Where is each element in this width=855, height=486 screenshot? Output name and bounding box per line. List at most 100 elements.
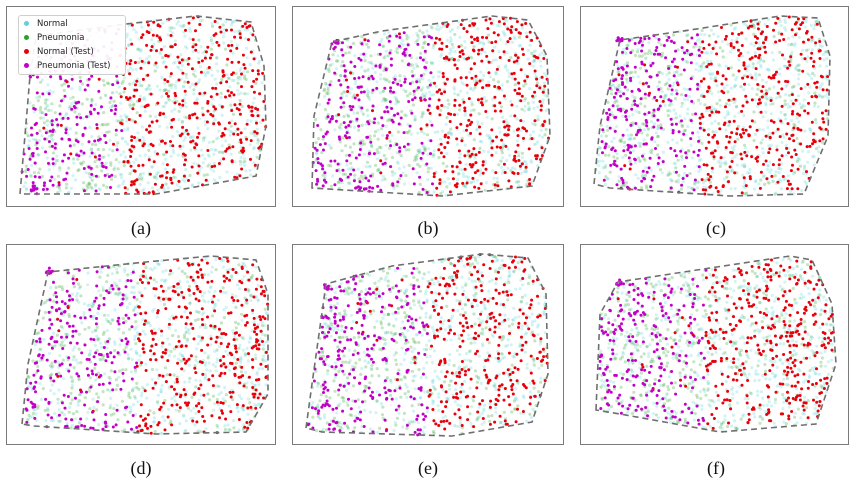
point-normal <box>775 96 779 100</box>
point-normal <box>747 64 751 68</box>
point-normal <box>622 47 626 52</box>
point-pneumonia <box>783 102 787 107</box>
point-normal <box>246 397 251 401</box>
point-normal <box>137 37 141 41</box>
point-normal <box>246 28 250 32</box>
point-pneumonia-test <box>94 174 98 178</box>
point-pneumonia-test <box>364 187 368 191</box>
point-normal-test <box>453 113 456 117</box>
point-pneumonia <box>382 56 386 60</box>
point-normal <box>787 105 791 109</box>
point-normal <box>171 134 175 139</box>
point-pneumonia-test <box>656 162 660 165</box>
point-normal <box>449 131 453 135</box>
point-normal <box>719 189 723 193</box>
point-normal <box>327 143 331 147</box>
point-normal <box>379 40 383 44</box>
point-normal <box>176 153 180 157</box>
point-pneumonia-test <box>412 182 416 186</box>
point-normal <box>245 346 249 350</box>
point-pneumonia <box>520 107 524 111</box>
point-normal <box>726 110 730 114</box>
point-pneumonia-test <box>357 98 361 102</box>
point-normal <box>45 105 49 109</box>
point-normal <box>426 152 430 157</box>
point-normal-test <box>225 28 228 32</box>
point-pneumonia-test <box>669 117 673 121</box>
point-normal <box>178 24 183 28</box>
point-normal <box>239 361 243 365</box>
point-pneumonia-test <box>61 116 65 120</box>
point-pneumonia <box>381 44 385 48</box>
point-normal-test <box>249 50 253 54</box>
point-normal <box>501 142 505 146</box>
point-pneumonia <box>493 185 497 189</box>
point-pneumonia-test <box>410 111 414 115</box>
point-pneumonia-test <box>339 96 343 100</box>
point-pneumonia <box>376 121 380 125</box>
point-normal <box>729 187 733 191</box>
point-normal <box>214 62 219 66</box>
point-normal <box>468 70 472 74</box>
point-normal-test <box>737 32 741 36</box>
point-normal-test <box>230 28 233 32</box>
point-normal <box>254 294 258 299</box>
point-normal-test <box>707 178 711 182</box>
point-normal <box>735 163 739 167</box>
point-normal-test <box>398 32 401 36</box>
point-pneumonia-test <box>690 36 694 40</box>
point-normal-test <box>514 28 518 32</box>
point-normal-test <box>805 170 808 174</box>
point-normal <box>488 136 492 140</box>
point-pneumonia <box>118 92 122 96</box>
point-normal <box>125 32 129 36</box>
point-normal <box>760 45 764 49</box>
point-pneumonia <box>666 173 671 177</box>
point-normal <box>463 143 467 147</box>
point-pneumonia <box>416 162 420 167</box>
point-normal <box>250 381 254 385</box>
point-pneumonia <box>617 83 621 87</box>
point-pneumonia <box>254 81 258 85</box>
point-pneumonia <box>603 153 608 157</box>
point-pneumonia <box>64 186 68 190</box>
point-normal <box>482 42 486 46</box>
point-pneumonia <box>357 128 361 132</box>
point-normal-test <box>709 151 713 155</box>
point-normal <box>106 319 110 323</box>
point-normal <box>701 181 706 185</box>
point-pneumonia <box>342 114 346 119</box>
point-normal <box>469 108 474 113</box>
point-pneumonia-test <box>664 56 668 60</box>
point-pneumonia <box>208 398 212 402</box>
point-pneumonia <box>82 181 86 185</box>
point-normal <box>469 87 473 91</box>
point-normal <box>796 64 800 68</box>
point-normal-test <box>700 112 704 116</box>
point-normal <box>250 311 255 315</box>
point-normal-test <box>170 181 174 185</box>
point-normal-test <box>217 43 221 47</box>
point-normal-test <box>786 80 790 84</box>
point-pneumonia <box>473 85 477 90</box>
point-pneumonia-test <box>47 140 51 144</box>
point-normal <box>199 166 203 170</box>
point-normal <box>636 176 640 180</box>
point-pneumonia-test <box>697 139 701 143</box>
point-pneumonia-test <box>419 74 423 78</box>
point-normal-test <box>455 182 459 186</box>
point-normal <box>766 67 771 71</box>
point-normal-test <box>186 80 190 84</box>
point-normal <box>124 140 128 144</box>
point-pneumonia-test <box>640 179 644 183</box>
point-normal <box>137 358 141 362</box>
point-pneumonia-test <box>365 135 369 139</box>
point-pneumonia-test <box>633 157 637 161</box>
scatter-panel-b <box>292 6 564 207</box>
point-normal <box>526 57 530 61</box>
point-normal-test <box>521 47 524 51</box>
point-normal <box>221 258 225 262</box>
point-normal <box>528 43 532 47</box>
point-pneumonia <box>724 102 729 106</box>
point-normal <box>396 161 400 165</box>
